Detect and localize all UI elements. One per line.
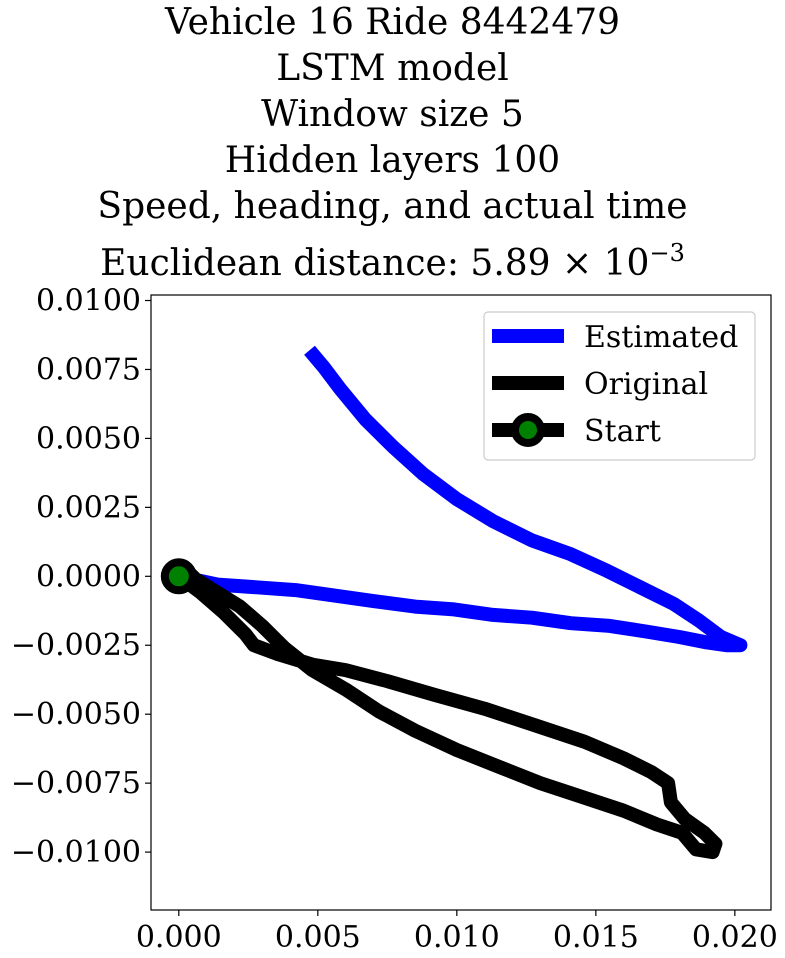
title-line-model: LSTM model bbox=[276, 48, 509, 89]
x-tick-label: 0.010 bbox=[414, 920, 500, 955]
x-tick-label: 0.020 bbox=[692, 920, 778, 955]
x-tick-label: 0.015 bbox=[553, 920, 639, 955]
y-tick-label: −0.0100 bbox=[11, 835, 141, 870]
x-tick-label: 0.000 bbox=[136, 920, 222, 955]
legend-label-start: Start bbox=[584, 414, 661, 449]
y-tick-label: 0.0025 bbox=[36, 490, 141, 525]
legend-start-marker bbox=[511, 413, 545, 447]
legend-label-estimated: Estimated bbox=[584, 320, 738, 355]
y-tick-label: −0.0050 bbox=[11, 697, 141, 732]
y-tick-label: 0.0075 bbox=[36, 352, 141, 387]
y-axis: 0.0100 0.0075 0.0050 0.0025 0.0000 −0.0025 −0.… bbox=[11, 284, 151, 870]
y-tick-label: 0.0100 bbox=[36, 284, 141, 319]
series-line-original bbox=[174, 565, 723, 860]
y-tick-label: −0.0025 bbox=[11, 628, 141, 663]
start-marker bbox=[160, 558, 197, 595]
y-tick-label: −0.0075 bbox=[11, 766, 141, 801]
title-line-distance: Euclidean distance: 5.89 × 10−3 bbox=[0, 230, 785, 287]
chart-title: Vehicle 16 Ride 8442479 LSTM model Windo… bbox=[0, 0, 785, 287]
distance-exponent: −3 bbox=[649, 239, 685, 267]
distance-base: 10 bbox=[603, 243, 650, 284]
legend: Estimated Original Start bbox=[483, 311, 756, 461]
plot-frame bbox=[150, 294, 772, 911]
y-tick-label: 0.0000 bbox=[36, 559, 141, 594]
legend-label-original: Original bbox=[584, 367, 708, 402]
title-line-hidden-layers: Hidden layers 100 bbox=[224, 140, 561, 181]
title-line-features: Speed, heading, and actual time bbox=[97, 186, 688, 227]
title-line-vehicle-ride: Vehicle 16 Ride 8442479 bbox=[164, 2, 621, 43]
series-line-estimated bbox=[177, 345, 748, 653]
x-tick-label: 0.005 bbox=[275, 920, 361, 955]
distance-times: × bbox=[562, 243, 593, 284]
series-layer bbox=[160, 345, 748, 860]
x-axis: 0.000 0.005 0.010 0.015 0.020 bbox=[136, 910, 778, 955]
title-line-window-size: Window size 5 bbox=[261, 94, 524, 135]
y-tick-label: 0.0050 bbox=[36, 421, 141, 456]
distance-prefix: Euclidean distance: 5.89 bbox=[100, 243, 551, 284]
